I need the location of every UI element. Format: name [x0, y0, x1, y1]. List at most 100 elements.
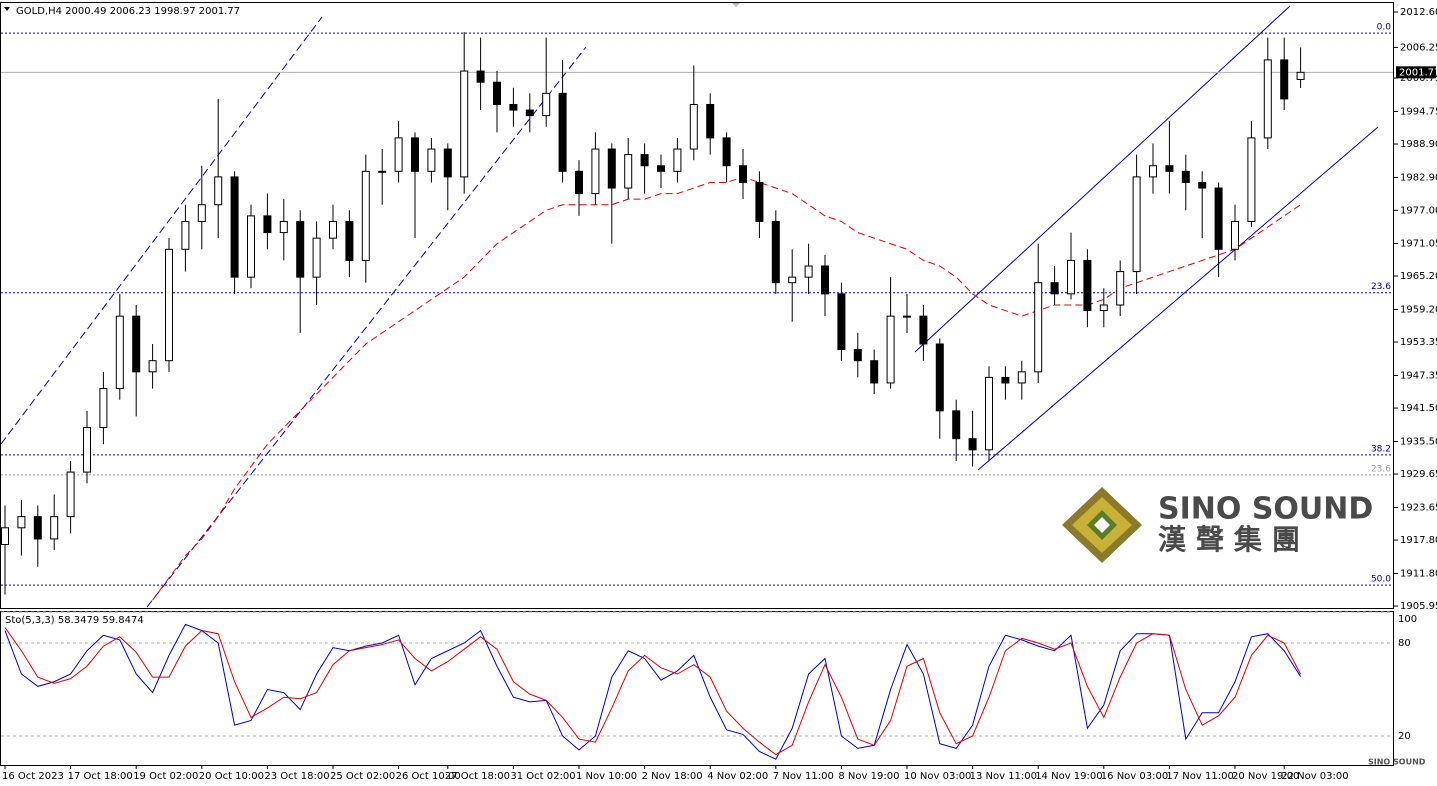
candle-body — [558, 92, 567, 172]
x-tick-label: 10 Nov 03:00 — [904, 771, 971, 782]
candle-body — [689, 103, 698, 150]
watermark: SINO SOUND 漢聲集團 SINO SOUND — [1062, 487, 1426, 767]
candle-body — [443, 148, 452, 178]
candle-body — [1132, 176, 1141, 273]
x-tick-label: 23 Oct 18:00 — [264, 771, 329, 782]
candle-body — [722, 137, 731, 167]
x-tick-label: 7 Nov 11:00 — [773, 771, 834, 782]
watermark-brand: SINO SOUND — [1158, 492, 1373, 527]
candle-body — [935, 343, 944, 412]
fib-level-label: 38.2 — [1371, 444, 1391, 454]
x-tick-label: 25 Oct 02:00 — [330, 771, 395, 782]
candle-body — [1116, 271, 1125, 306]
candle-body — [640, 154, 649, 167]
logo-diamond — [1094, 517, 1110, 533]
channel-line — [977, 126, 1379, 471]
candle-body — [460, 70, 469, 178]
y-tick-label: 1994.75 — [1400, 106, 1437, 117]
x-tick-label: 16 Oct 2023 — [2, 771, 64, 782]
x-tick-label: 19 Oct 02:00 — [133, 771, 198, 782]
candle-body — [657, 165, 665, 172]
current-price-box — [1396, 66, 1436, 79]
candle-body — [361, 170, 370, 261]
candle-body — [345, 220, 354, 261]
candle-body — [1247, 137, 1256, 222]
candle-body — [17, 516, 26, 529]
candle-body — [394, 137, 403, 172]
candle-body — [378, 170, 387, 173]
candle-body — [263, 215, 272, 234]
x-tick-label: 13 Nov 11:00 — [970, 771, 1037, 782]
y-tick-label: 1988.90 — [1400, 139, 1437, 150]
candle-body — [870, 360, 879, 384]
x-tick-label: 2 Nov 18:00 — [642, 771, 703, 782]
moving-average — [152, 176, 1301, 601]
y-tick-label: 100 — [1398, 614, 1417, 625]
y-tick-label: 2000.75 — [1400, 73, 1437, 84]
main-pane-border — [0, 2, 1394, 609]
candle-body — [853, 349, 862, 362]
fib-level-label: 23.6 — [1371, 282, 1391, 292]
low-value: 1998.97 — [154, 6, 195, 17]
dashed-trend-line — [0, 16, 323, 445]
candle-body — [1050, 282, 1059, 295]
watermark-chinese: 漢聲集團 — [1158, 523, 1310, 556]
x-tick-label: 1 Nov 10:00 — [576, 771, 637, 782]
candle-body — [312, 237, 321, 278]
candle-body — [411, 137, 419, 172]
candle-body — [821, 265, 829, 295]
candle-body — [624, 154, 633, 189]
candle-body — [1034, 282, 1043, 373]
candle-body — [607, 148, 616, 189]
candle-body — [739, 165, 747, 183]
candle-body — [1165, 165, 1174, 172]
dashed-trend-line — [146, 46, 587, 608]
y-tick-label: 1965.20 — [1400, 271, 1437, 282]
y-tick-label: 1947.35 — [1400, 370, 1437, 381]
fib-level-label: 0.0 — [1377, 23, 1392, 33]
y-tick-label: 1971.05 — [1400, 238, 1437, 249]
y-tick-label: 1953.35 — [1400, 337, 1437, 348]
candle-body — [1067, 259, 1075, 295]
candle-body — [476, 70, 485, 83]
candle-body — [575, 170, 583, 195]
candle-body — [837, 293, 846, 351]
y-tick-label: 1929.65 — [1400, 469, 1437, 480]
candle-body — [427, 148, 436, 172]
candle-body — [985, 376, 993, 451]
candle-body — [1099, 304, 1108, 312]
y-tick-label: 1977.00 — [1400, 205, 1437, 216]
candle-body — [509, 103, 518, 111]
candle-body — [329, 220, 337, 239]
candle-body — [1214, 187, 1223, 250]
current-price-label: 2001.77 — [1399, 67, 1437, 78]
x-tick-label: 27 Oct 18:00 — [445, 771, 510, 782]
high-value: 2006.23 — [110, 6, 151, 17]
candle-body — [919, 315, 928, 345]
stoch-main-value: 58.3479 — [58, 615, 99, 626]
y-tick-label: 1982.90 — [1400, 172, 1437, 183]
y-tick-label: 1959.20 — [1400, 304, 1437, 315]
y-tick-label: 1923.65 — [1400, 502, 1437, 513]
candle-body — [952, 410, 961, 440]
candle-body — [1198, 181, 1207, 189]
y-tick-label: 1935.50 — [1400, 436, 1437, 447]
candle-body — [542, 92, 551, 117]
candle-body — [230, 176, 239, 278]
candle-body — [755, 181, 764, 222]
candle-body — [1181, 170, 1190, 183]
stoch-signal-value: 59.8474 — [102, 615, 143, 626]
stoch-title: Sto(5,3,3) — [5, 615, 55, 626]
y-tick-label: 20 — [1398, 731, 1411, 742]
y-tick-label: 1911.80 — [1400, 568, 1437, 579]
x-tick-label: 20 Nov 19:00 — [1232, 771, 1299, 782]
candle-body — [279, 220, 288, 234]
x-tick-label: 26 Oct 10:00 — [396, 771, 461, 782]
small-logo-text: SINO SOUND — [1368, 758, 1426, 767]
candle-body — [132, 315, 141, 373]
stochastic-line — [4, 623, 1302, 760]
candle-body — [525, 109, 534, 117]
y-tick-label: 2006.25 — [1400, 42, 1437, 53]
x-tick-label: 4 Nov 02:00 — [707, 771, 768, 782]
x-tick-label: 17 Nov 11:00 — [1166, 771, 1233, 782]
